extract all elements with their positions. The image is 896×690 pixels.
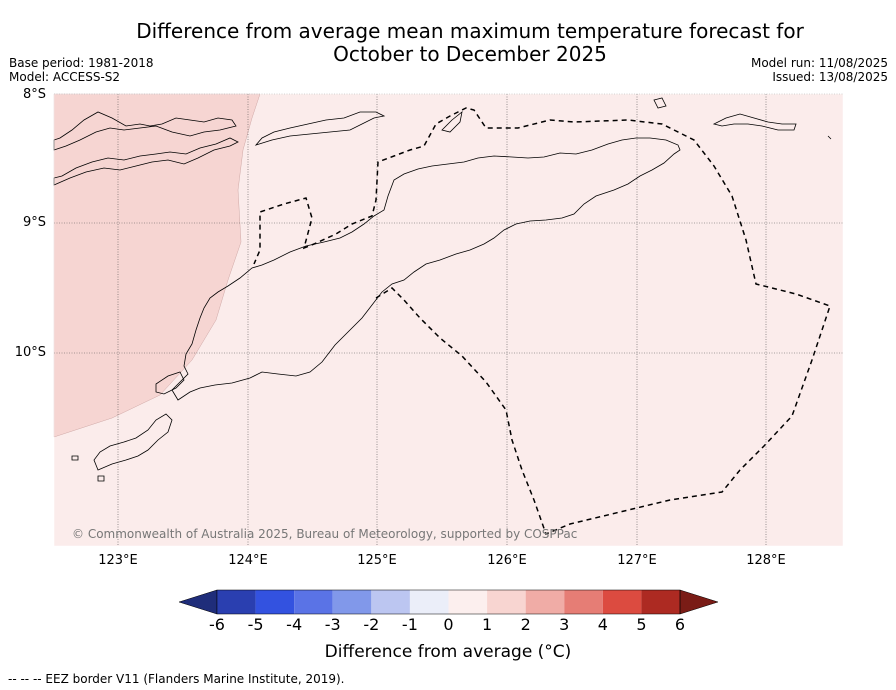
eez-border-east [253,107,831,535]
colorbar-bin [525,590,565,614]
colorbar-frame [216,589,681,615]
colorbar-bin [641,590,680,614]
small-island-5 [827,135,832,140]
small-island-2 [441,111,463,133]
colorbar-tick-label: 5 [636,615,647,634]
colorbar-tick-label: -1 [401,615,418,634]
colorbar-tick-label: -6 [209,615,225,634]
colorbar-extend-low [178,589,218,615]
lon-label-124e: 124°E [228,553,268,568]
lon-label-127e: 127°E [617,553,657,568]
alor-coastline [254,111,386,146]
eez-border [253,107,831,535]
colorbar-bin [217,590,256,614]
lon-label-128e: 128°E [746,553,786,568]
colorbar-bin [371,590,410,614]
warm-anomaly-region [53,93,261,438]
colorbar-tick-label: -2 [363,615,380,634]
lat-label-10s: 10°S [14,345,46,360]
colorbar-bin [332,590,372,614]
colorbar-bin [564,590,603,614]
title-line-2: October to December 2025 [333,42,607,66]
map-frame [53,93,844,547]
map-title: Difference from average mean maximum tem… [0,20,896,66]
flores-coastline [53,111,237,151]
small-island-1 [653,97,667,109]
colorbar-label: Difference from average (°C) [324,642,572,662]
lon-label-123e: 123°E [98,553,138,568]
colorbar-tick-label: -3 [324,615,341,634]
issued-date: Issued: 13/08/2025 [772,70,888,84]
small-island-3 [71,455,79,461]
title-line-1: Difference from average mean maximum tem… [136,19,804,43]
coastlines [53,97,832,482]
copyright-notice: © Commonwealth of Australia 2025, Bureau… [72,527,578,541]
meta-left: Base period: 1981-2018 Model: ACCESS-S2 [9,56,154,84]
colorbar-bin [409,590,449,614]
wetar-coastline [712,113,797,131]
eez-footnote: -- -- -- EEZ border V11 (Flanders Marine… [8,672,345,686]
colorbar [178,589,719,615]
colorbar-tick-label: 4 [597,615,608,634]
colorbar-bin [294,590,333,614]
colorbar-bin [602,590,642,614]
model-run: Model run: 11/08/2025 [750,56,888,70]
model-name: Model: ACCESS-S2 [9,70,121,84]
colorbar-tick-label: 0 [443,615,454,634]
lat-label-9s: 9°S [22,215,46,230]
base-period: Base period: 1981-2018 [9,56,154,70]
lon-label-125e: 125°E [357,553,397,568]
colorbar-tick-label: -4 [286,615,303,634]
solor-coastline [53,137,239,186]
colorbar-tick-label: 1 [481,615,493,634]
colorbar-bin [487,590,526,614]
colorbar-bin [448,590,488,614]
colorbar-tick-label: 6 [674,615,686,634]
lat-label-8s: 8°S [22,87,46,102]
colorbar-extend-high [679,589,719,615]
roti-coastline [93,413,173,471]
colorbar-tick-label: 3 [559,615,570,634]
meta-right: Model run: 11/08/2025 Issued: 13/08/2025 [751,56,888,84]
colorbar-tick-label: -5 [247,615,264,634]
small-island-4 [97,475,105,482]
colorbar-tick-label: 2 [520,615,531,634]
lon-label-126e: 126°E [487,553,527,568]
semau-coastline [155,371,185,395]
colorbar-bin [255,590,295,614]
timor-coastline [171,137,681,401]
